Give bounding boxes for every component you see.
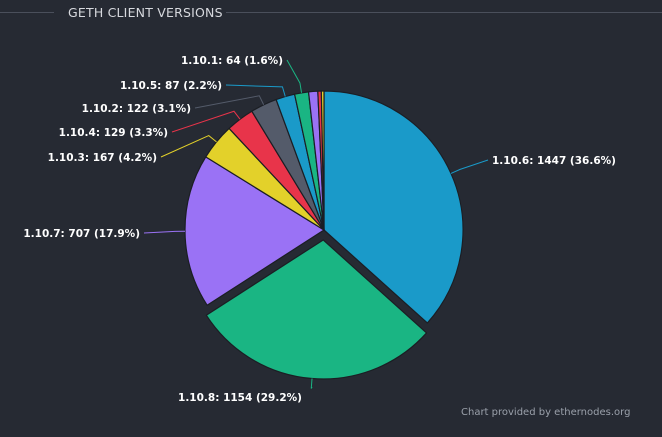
connector-1-10-7 <box>143 230 186 234</box>
chart-header: GETH CLIENT VERSIONS <box>0 0 662 26</box>
connector-1-10-8 <box>310 378 313 389</box>
slice-label-1-10-3: 1.10.3: 167 (4.2%) <box>48 152 157 164</box>
connector-1-10-2 <box>194 95 265 109</box>
pie-slice-other-10[interactable] <box>320 90 325 231</box>
slice-label-1-10-4: 1.10.4: 129 (3.3%) <box>59 127 168 139</box>
connector-1-10-1 <box>286 59 303 93</box>
header-rule-right <box>226 12 662 13</box>
chart-title: GETH CLIENT VERSIONS <box>68 5 223 20</box>
connector-1-10-3 <box>160 134 217 158</box>
slice-label-1-10-1: 1.10.1: 64 (1.6%) <box>181 55 283 67</box>
header-rule-left <box>0 12 54 13</box>
connector-1-10-4 <box>171 110 241 133</box>
connector-1-10-6 <box>450 159 489 174</box>
slice-label-1-10-2: 1.10.2: 122 (3.1%) <box>82 103 191 115</box>
pie-slice-1-10-6-0[interactable] <box>323 90 464 324</box>
connector-1-10-5 <box>225 84 286 97</box>
slice-labels: 1.10.6: 1447 (36.6%) 1.10.8: 1154 (29.2%)… <box>23 55 616 404</box>
slice-label-1-10-5: 1.10.5: 87 (2.2%) <box>120 80 222 92</box>
slice-label-1-10-8: 1.10.8: 1154 (29.2%) <box>178 392 302 404</box>
pie-slice-1-10-7-2[interactable] <box>184 156 325 306</box>
pie-slices <box>184 90 464 380</box>
slice-label-1-10-6: 1.10.6: 1447 (36.6%) <box>492 155 616 167</box>
chart-credit[interactable]: Chart provided by ethernodes.org <box>461 407 631 418</box>
label-connectors <box>143 59 489 389</box>
slice-label-1-10-7: 1.10.7: 707 (17.9%) <box>23 228 140 240</box>
